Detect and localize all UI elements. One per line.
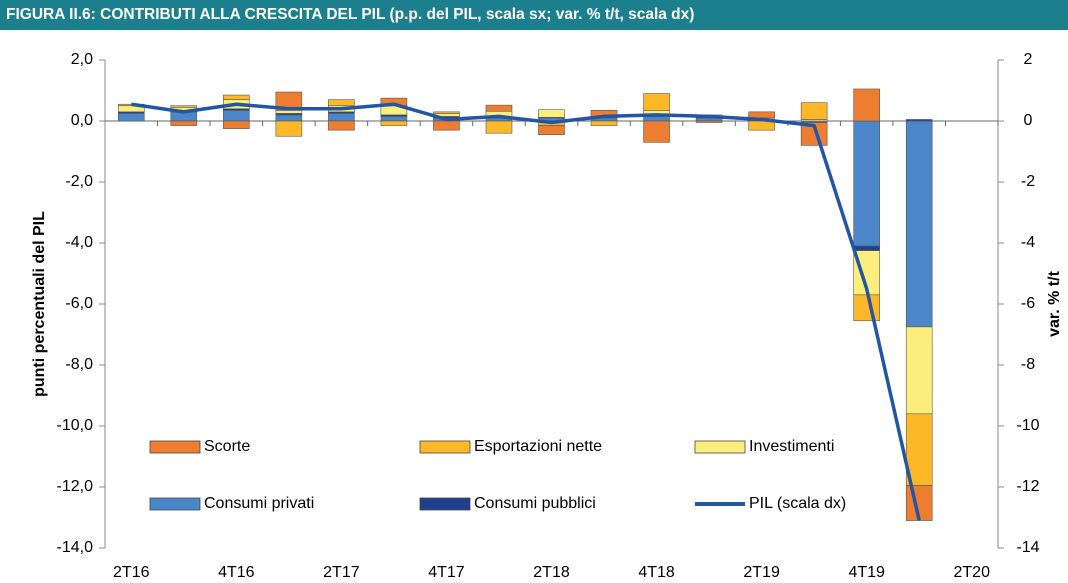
y-tick-label: 0,0 [71,112,93,129]
bar-segment [380,120,408,126]
bar-segment [590,120,618,126]
y2-tick-label: -10 [1016,417,1039,434]
bar-segment [748,111,775,119]
bar-segment [223,94,250,100]
bar-segment [433,120,460,131]
bar-segment [800,102,828,120]
x-tick-label: 4T18 [638,564,675,581]
legend-swatch [419,440,471,454]
x-tick-label: 4T17 [428,564,465,581]
bar-segment [275,120,303,137]
bar-segment [275,110,303,114]
legend-swatch [694,440,746,454]
legend-swatch [149,497,201,511]
bar-segment [328,99,355,107]
y-tick-label: -4,0 [65,234,93,251]
y2-tick-label: -6 [1021,295,1035,312]
bar-segment [117,113,145,122]
header-bar [0,0,1068,30]
y-tick-label: -12,0 [57,478,94,495]
bar-segment [223,120,250,129]
y2-tick-label: 2 [1024,51,1033,68]
y-tick-label: 2,0 [71,51,93,68]
y2-tick-label: -4 [1021,234,1035,251]
bar-segment [905,326,933,415]
x-tick-label: 2T19 [743,564,780,581]
bar-segment [643,120,670,143]
bar-segment [853,120,880,247]
bar-segment [800,122,828,146]
x-tick-label: 2T16 [113,564,150,581]
bar-segment [223,110,250,122]
x-tick-label: 2T20 [954,564,991,581]
bar-segment [853,245,880,251]
legend-swatch [419,497,471,511]
bar-segment [905,119,933,122]
bar-segment [380,116,408,122]
bar-segment [905,413,933,486]
y2-tick-label: -8 [1021,356,1035,373]
bar-segment [275,114,303,122]
y2-tick-label: -14 [1016,539,1039,556]
y2-tick-label: -2 [1021,173,1035,190]
bar-segment [643,116,670,122]
bar-segment [538,125,565,136]
legend-label: Consumi pubblici [474,495,596,512]
bar-segment [328,120,355,131]
y-axis-title: punti percentuali del PIL [31,211,48,397]
y2-axis-title: var. % t/t [1046,270,1063,336]
x-tick-label: 4T19 [848,564,885,581]
legend-label: Scorte [204,438,250,455]
legend-label: PIL (scala dx) [749,495,846,512]
x-tick-label: 2T17 [323,564,360,581]
bar-segment [328,113,355,122]
y-tick-label: -10,0 [57,417,94,434]
bar-segment [485,104,513,112]
line [131,102,921,521]
bar-segment [695,120,723,123]
bar-segment [643,93,670,111]
bar-segment [433,111,460,114]
y-tick-label: -8,0 [65,356,93,373]
bar-segment [905,120,933,328]
bar-segment [538,109,565,118]
y2-tick-label: -12 [1016,478,1039,495]
legend-label: Esportazioni nette [474,438,602,455]
bar-segment [170,120,198,126]
chart-title: FIGURA II.6: CONTRIBUTI ALLA CRESCITA DE… [6,6,694,23]
bar-segment [748,120,775,131]
bar-segment [485,120,513,134]
bar-segment [853,88,880,122]
y-tick-label: -14,0 [57,539,94,556]
x-tick-label: 4T16 [218,564,255,581]
legend-label: Investimenti [749,438,834,455]
x-tick-label: 2T18 [533,564,570,581]
legend-label: Consumi privati [204,495,314,512]
bar-segment [853,294,880,322]
bar-segment [170,105,198,108]
y2-tick-label: 0 [1024,112,1033,129]
y-tick-label: -6,0 [65,295,93,312]
y-tick-label: -2,0 [65,173,93,190]
legend-swatch [149,440,201,454]
